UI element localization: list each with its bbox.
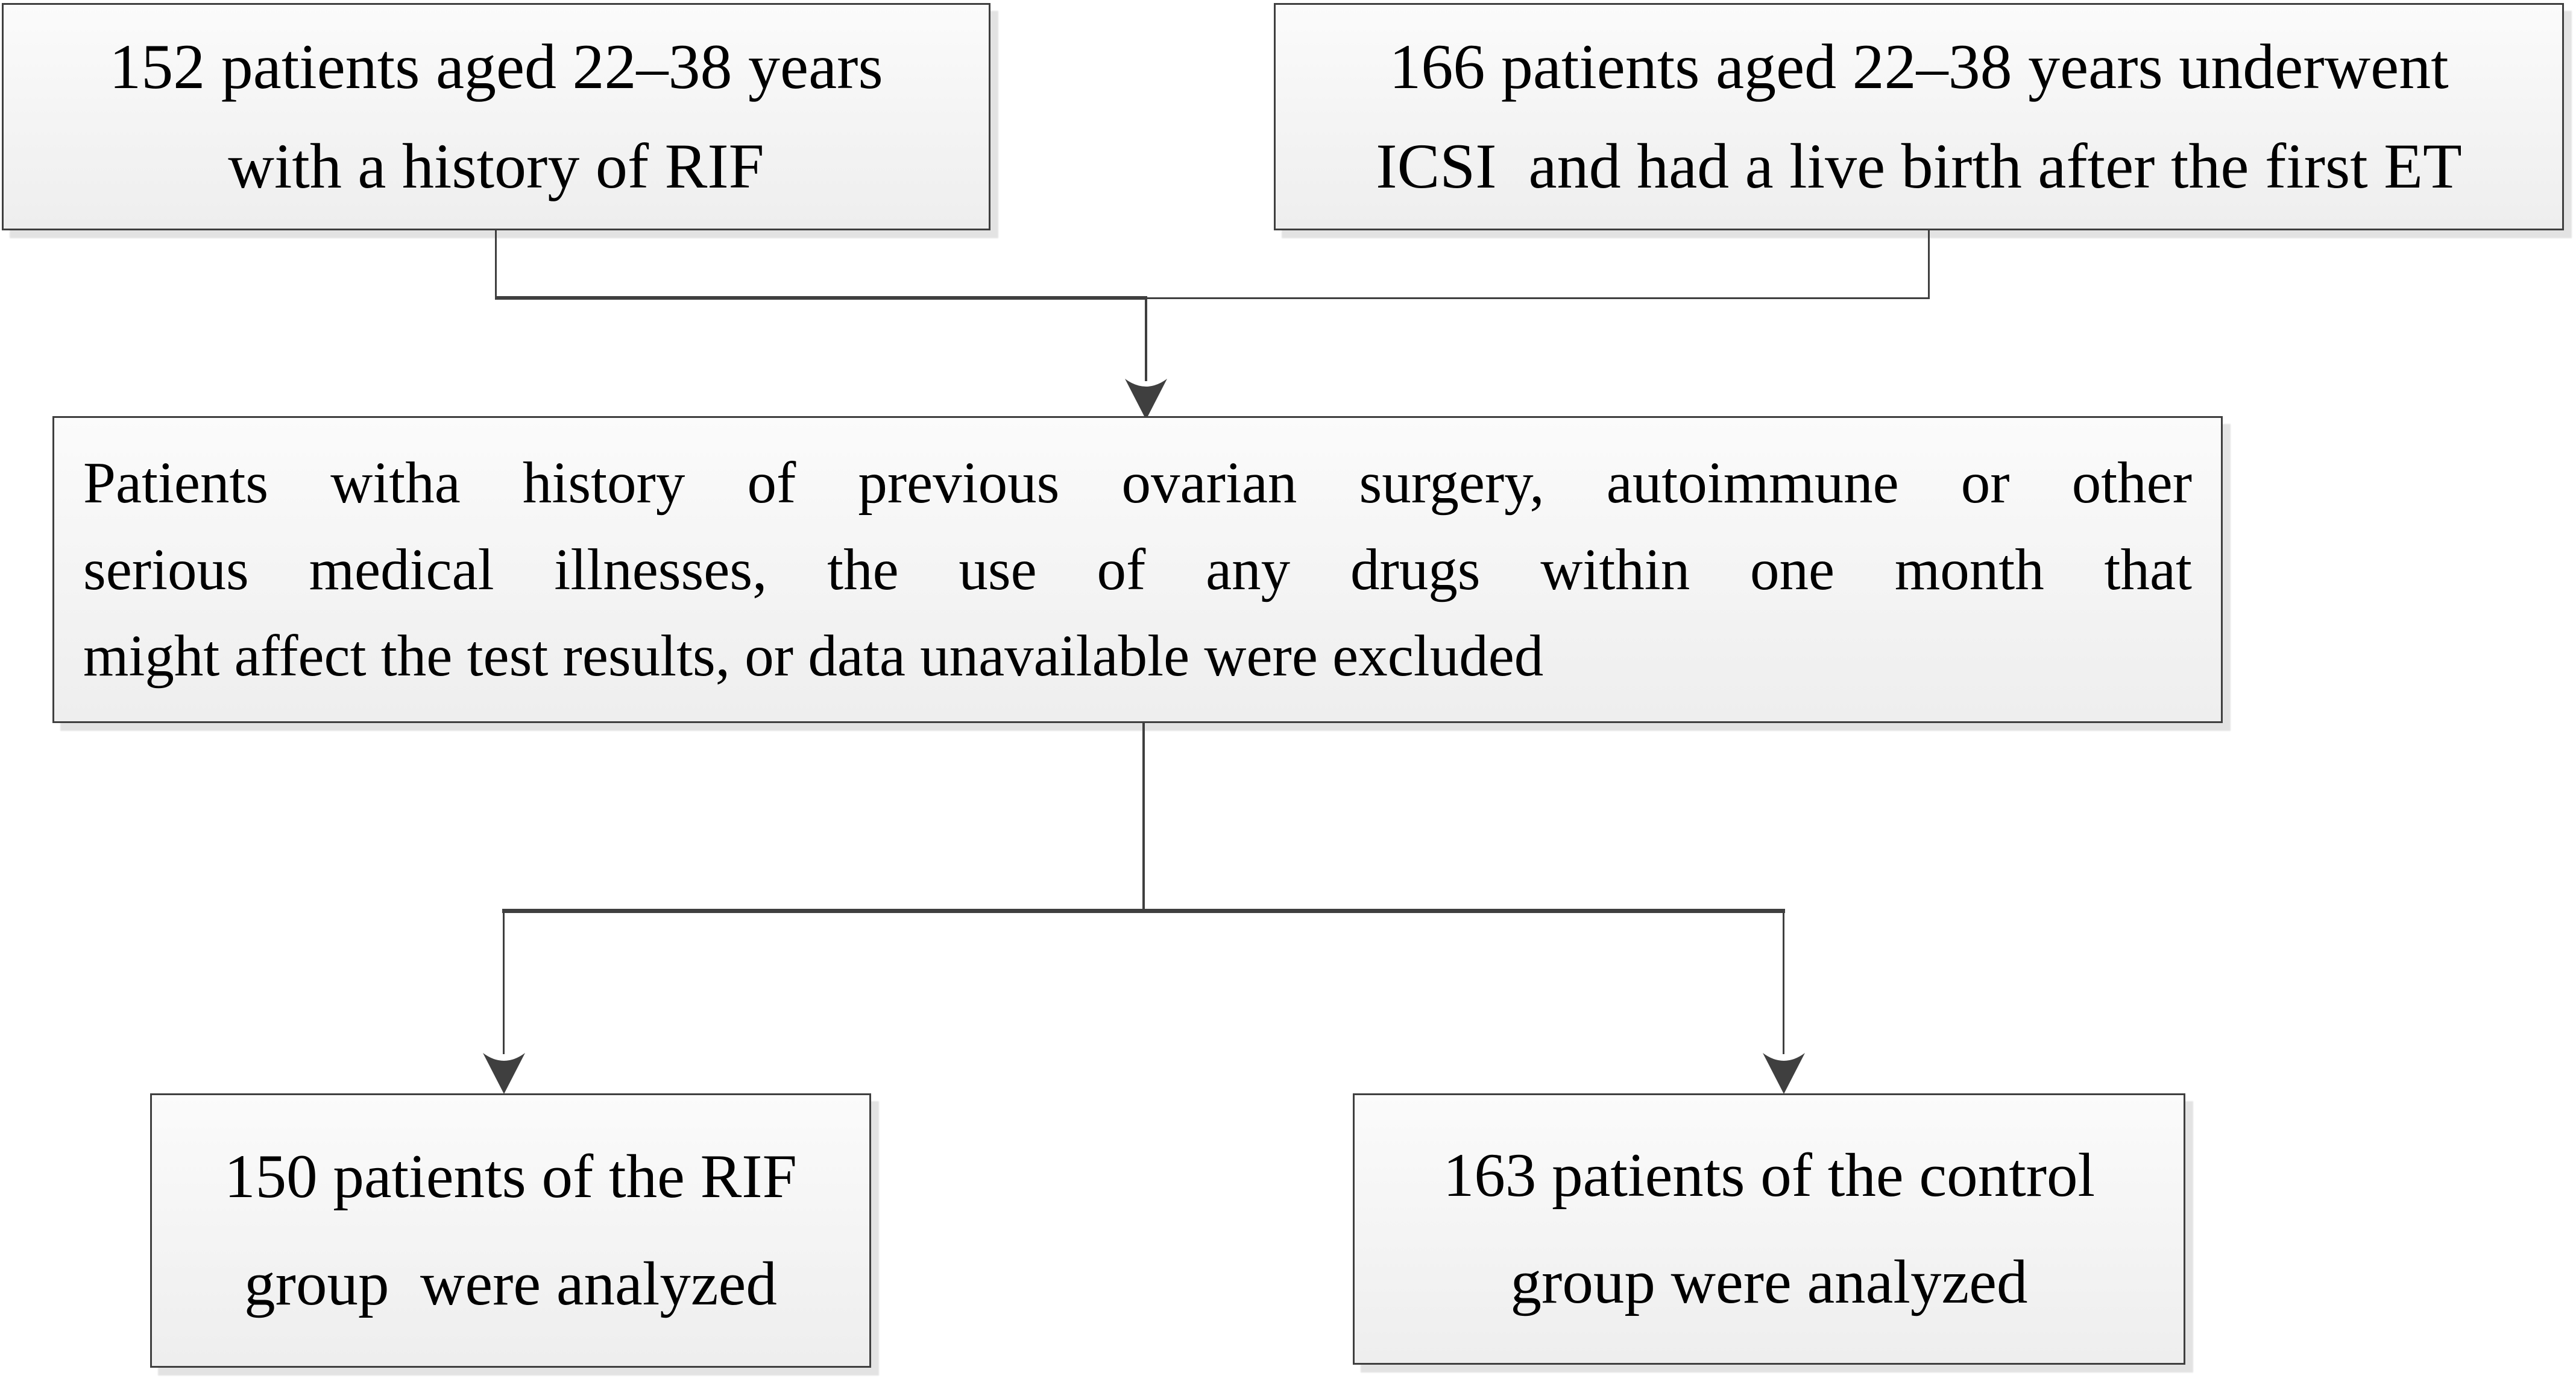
box-rif-analyzed-line-2: group were analyzed [244,1249,777,1318]
arrow-down-icon [1125,379,1167,420]
connector-merge-rail-right [1146,297,1930,299]
box-control-analyzed: 163 patients of the control group were a… [1353,1093,2185,1365]
box-control-cohort-line-2: ICSI and had a live birth after the firs… [1376,130,2462,201]
box-exclusion-criteria: Patients witha history of previous ovari… [52,416,2223,723]
connector-top-right-vertical [1928,230,1930,299]
connector-branch-right-vertical [1783,913,1784,1054]
connector-top-left-vertical [495,230,497,299]
arrow-down-icon [483,1053,525,1094]
box-rif-cohort-line-2: with a history of RIF [228,130,764,201]
connector-merge-shaft [1145,298,1147,381]
box-rif-analyzed-line-1: 150 patients of the RIF [224,1142,797,1212]
box-exclusion-line-3: might affect the test results, or data u… [83,624,1544,689]
box-control-analyzed-line-1: 163 patients of the control [1443,1140,2096,1210]
box-exclusion-line-1: Patients witha history of previous ovari… [83,450,2192,516]
connector-branch-left-vertical [503,913,505,1054]
connector-split-shaft [1142,723,1145,913]
arrow-down-icon [1763,1053,1805,1094]
connector-merge-rail-left [495,296,1147,300]
box-control-cohort-line-1: 166 patients aged 22–38 years underwent [1389,31,2449,103]
box-control-analyzed-line-2: group were analyzed [1510,1248,2028,1316]
box-rif-analyzed: 150 patients of the RIF group were analy… [150,1093,871,1368]
box-rif-cohort-line-1: 152 patients aged 22–38 years [109,31,883,103]
box-control-cohort: 166 patients aged 22–38 years underwent … [1274,3,2564,230]
connector-split-rail [502,909,1785,913]
box-exclusion-line-2: serious medical illnesses, the use of an… [83,537,2192,602]
box-rif-cohort: 152 patients aged 22–38 years with a his… [2,3,990,230]
